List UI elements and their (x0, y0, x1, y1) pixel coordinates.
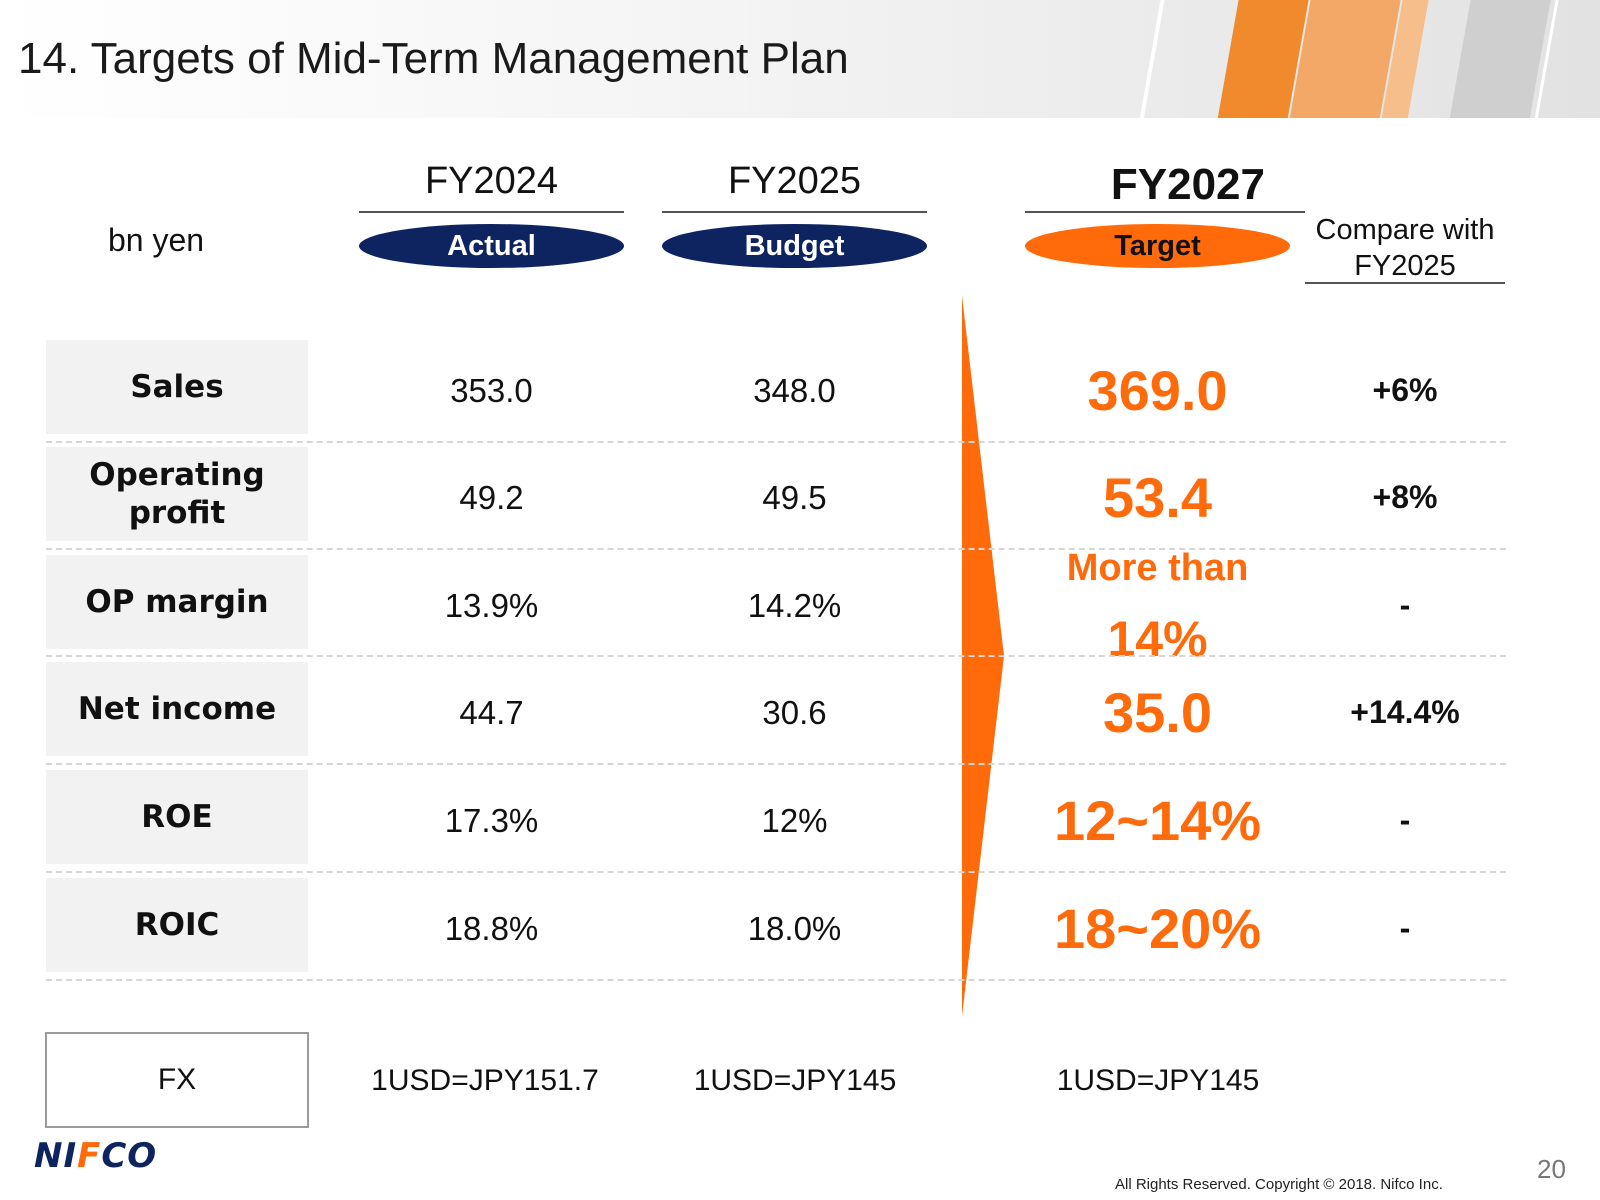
op-profit-target: 53.4 (1103, 466, 1212, 529)
row-label-text: Net income (77, 691, 277, 727)
fx-fy2027: 1USD=JPY145 (1056, 1064, 1260, 1097)
compare-rule (1305, 282, 1505, 284)
net-income-fy2025: 30.6 (762, 694, 827, 731)
op-profit-fy2024: 49.2 (459, 479, 524, 516)
roic-target: 18~20% (1053, 897, 1262, 960)
row-label-text: Sales (130, 369, 224, 405)
sales-target: 369.0 (1087, 359, 1228, 422)
op-margin-target-line1: More than (1066, 547, 1249, 589)
op-profit-fy2025: 49.5 (762, 479, 827, 516)
col-fy2024-rule (359, 211, 624, 213)
row-divider (46, 655, 1506, 657)
unit-label: bn yen (108, 222, 205, 258)
compare-header-line1: Compare with (1315, 214, 1495, 246)
net-income-fy2024: 44.7 (459, 694, 524, 731)
op-margin-target-line2: 14% (1107, 611, 1208, 667)
net-income-compare: +14.4% (1350, 694, 1460, 730)
header-banner: 14. Targets of Mid-Term Management Plan (0, 0, 1600, 118)
roic-fy2024: 18.8% (444, 910, 539, 947)
row-label-net-income: Net income (46, 662, 308, 756)
copyright-notice: All Rights Reserved. Copyright © 2018. N… (1115, 1176, 1443, 1193)
logo-text: NI (34, 1136, 78, 1176)
nifco-logo: NIFCO (34, 1136, 157, 1176)
target-badge: Target (1025, 224, 1290, 268)
row-label-op-margin: OP margin (46, 555, 308, 649)
roe-fy2024: 17.3% (444, 802, 539, 839)
sales-fy2024: 353.0 (450, 372, 533, 409)
row-label-text: ROIC (134, 907, 220, 943)
row-divider (46, 979, 1506, 981)
fx-fy2024: 1USD=JPY151.7 (371, 1064, 599, 1097)
compare-header: Compare with FY2025 (1305, 212, 1505, 284)
roe-compare: - (1399, 802, 1411, 838)
row-label-text: profit (128, 495, 226, 531)
row-label-roe: ROE (46, 770, 308, 864)
roic-compare: - (1399, 910, 1411, 946)
sales-fy2025: 348.0 (753, 372, 836, 409)
row-divider (46, 763, 1506, 765)
op-margin-compare: - (1399, 587, 1411, 623)
decor-stripe (1137, 0, 1167, 118)
row-label-roic: ROIC (46, 878, 308, 972)
row-divider (46, 548, 1506, 550)
roe-fy2025: 12% (761, 802, 828, 839)
row-divider (46, 871, 1506, 873)
page-number: 20 (1537, 1154, 1566, 1184)
roe-target: 12~14% (1053, 789, 1262, 852)
decor-stripe (1447, 0, 1553, 118)
row-label-operating-profit: Operating profit (46, 447, 308, 541)
logo-text: F (77, 1136, 102, 1176)
net-income-target: 35.0 (1103, 681, 1212, 744)
row-divider (46, 441, 1506, 443)
op-margin-fy2024: 13.9% (444, 587, 539, 624)
budget-badge: Budget (662, 224, 927, 268)
actual-badge: Actual (359, 224, 624, 268)
col-fy2025-year: FY2025 (727, 160, 862, 202)
row-label-sales: Sales (46, 340, 308, 434)
fx-label: FX (157, 1063, 197, 1096)
compare-header-line2: FY2025 (1354, 250, 1456, 282)
row-label-text: Operating (89, 457, 265, 493)
op-profit-compare: +8% (1372, 479, 1438, 515)
fx-label-box: FX (45, 1032, 309, 1128)
col-fy2027-rule (1025, 211, 1305, 213)
col-fy2024-year: FY2024 (424, 160, 559, 202)
row-label-text: ROE (141, 799, 213, 835)
op-margin-fy2025: 14.2% (747, 587, 842, 624)
roic-fy2025: 18.0% (747, 910, 842, 947)
sales-compare: +6% (1372, 372, 1438, 408)
col-fy2025-rule (662, 211, 927, 213)
logo-text: CO (101, 1136, 158, 1176)
row-label-text: OP margin (85, 584, 269, 620)
col-fy2027-year: FY2027 (1110, 160, 1265, 209)
fx-fy2025: 1USD=JPY145 (693, 1064, 897, 1097)
page-title: 14. Targets of Mid-Term Management Plan (18, 34, 849, 83)
